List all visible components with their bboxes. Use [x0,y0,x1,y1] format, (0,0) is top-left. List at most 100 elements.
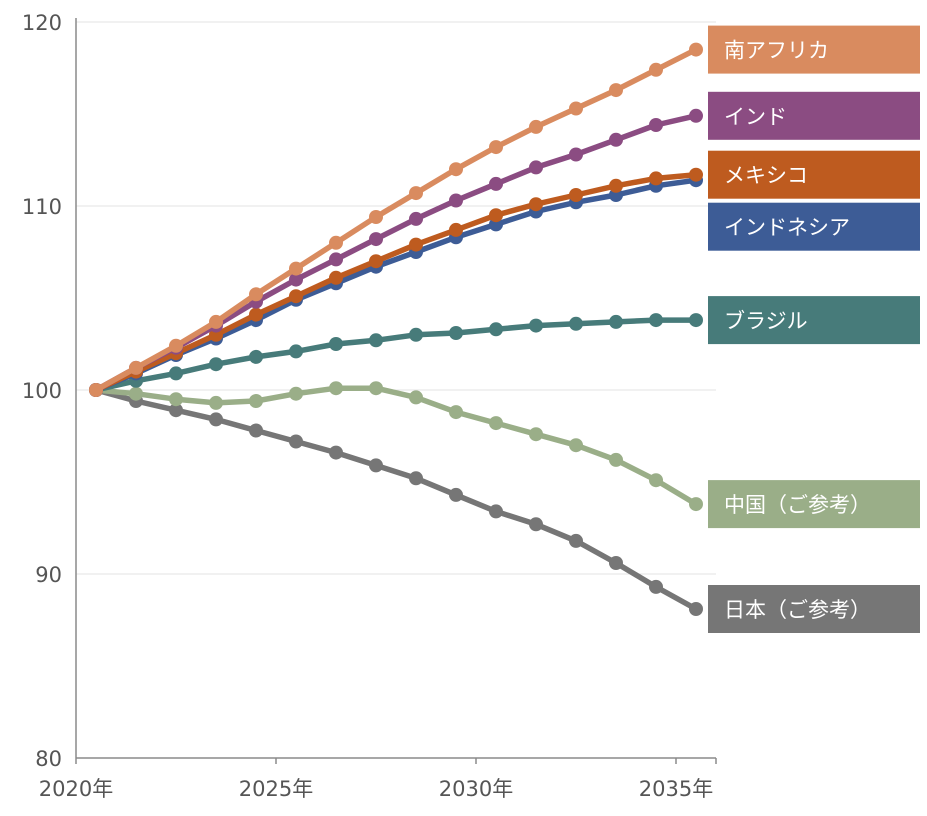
legend-label: メキシコ [724,164,808,188]
data-point [689,108,703,123]
data-point [409,471,423,486]
data-point [449,405,463,420]
grid [76,21,716,575]
data-point [569,316,583,331]
data-point [289,261,303,276]
data-point [249,287,263,302]
legend-item-5: 中国（ご参考） [708,480,920,529]
data-point [249,349,263,364]
data-point [689,313,703,328]
series-line [93,171,699,393]
series-0 [89,42,703,397]
data-point [129,386,143,401]
data-point [569,533,583,548]
data-point [689,602,703,616]
data-point [209,357,223,372]
data-point [529,427,543,442]
data-point [209,412,223,427]
data-point [369,381,383,396]
data-point [129,360,143,375]
data-point [489,504,503,519]
legend-item-0: 南アフリカ [708,25,920,74]
data-point [209,395,223,410]
data-point [329,337,343,351]
y-tick-label: 80 [35,747,62,771]
data-point [649,62,663,77]
data-point [209,314,223,329]
data-point [329,252,343,267]
data-point [569,147,583,162]
x-tick-label: 2030年 [439,777,513,801]
axes: 80 90 100 110 120 2020年 2025年 2030年 2035年 [22,11,717,801]
data-point [409,390,423,405]
data-point [169,366,183,381]
series-lines [89,42,703,616]
data-point [409,186,423,201]
data-point [369,254,383,269]
data-point [249,423,263,438]
legend-box [708,25,920,74]
x-tick-label: 2025年 [239,777,313,801]
legend-box [708,585,920,633]
series-line [93,387,699,612]
data-point [329,445,343,460]
legend-item-6: 日本（ご参考） [708,585,920,633]
data-point [569,188,583,202]
y-tick-label: 90 [35,563,62,587]
data-point [689,497,703,512]
y-tick-label: 120 [22,11,62,35]
data-point [369,333,383,348]
data-point [609,556,623,570]
data-point [529,160,543,175]
legend-box [708,91,920,140]
x-tick-label: 2035年 [639,777,713,801]
y-tick-label: 110 [22,195,62,219]
data-point [489,208,503,223]
data-point [689,167,703,182]
data-point [609,314,623,329]
data-point [169,338,183,353]
data-point [689,42,703,57]
data-point [609,178,623,193]
data-point [449,222,463,237]
legend-label: 南アフリカ [724,39,829,63]
data-point [609,132,623,147]
data-point [329,381,343,396]
data-point [249,394,263,408]
data-point [449,193,463,208]
data-point [489,416,503,431]
data-point [409,327,423,342]
x-tick-label: 2020年 [39,777,113,801]
series-line [93,46,699,393]
data-point [649,473,663,488]
data-point [289,289,303,304]
data-point [249,307,263,322]
data-point [489,176,503,191]
legend-label: 日本（ご参考） [724,598,871,622]
data-point [409,211,423,226]
data-point [369,232,383,247]
series-line [93,385,699,507]
legend-box [708,150,920,199]
legend-label: 中国（ご参考） [724,493,871,517]
data-point [649,313,663,328]
data-point [289,386,303,401]
data-point [169,392,183,407]
data-point [529,318,543,333]
legend-label: インド [724,105,787,129]
y-tick-label: 100 [22,379,62,403]
legend-item-2: メキシコ [708,150,920,199]
data-point [529,517,543,532]
data-point [369,210,383,224]
data-point [489,322,503,337]
series-line [93,317,699,393]
series-5 [89,381,703,512]
data-point [369,458,383,473]
legend-label: ブラジル [724,309,808,333]
legend-box [708,480,920,529]
series-4 [89,313,703,397]
data-point [649,171,663,186]
